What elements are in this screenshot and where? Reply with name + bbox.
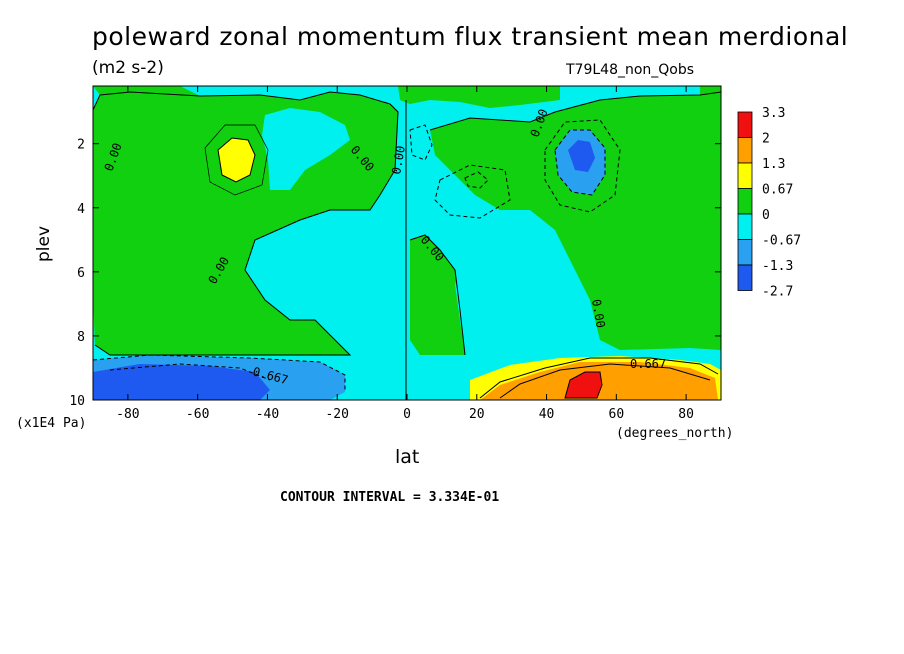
x-tick-label: -20 (325, 407, 348, 422)
contour-lines (92, 91, 722, 400)
svg-text:0.00: 0.00 (389, 145, 408, 176)
colorbar-swatch (737, 137, 753, 164)
x-tick-label: -40 (256, 407, 279, 422)
x-unit-label: (degrees_north) (616, 426, 734, 441)
y-tick-label: 10 (69, 394, 85, 409)
y-unit-label: (x1E4 Pa) (16, 416, 87, 431)
x-tick-label: 40 (539, 407, 555, 422)
colorbar-label: 3.3 (762, 106, 785, 121)
colorbar-swatch (737, 213, 753, 240)
chart-units: (m2 s-2) (92, 58, 164, 78)
colorbar-swatch (737, 162, 753, 189)
chart-title: poleward zonal momentum flux transient m… (92, 22, 849, 51)
y-tick-label: 8 (77, 330, 85, 345)
x-tick-label: 60 (609, 407, 625, 422)
svg-text:0.00: 0.00 (589, 298, 608, 329)
colorbar-swatch (737, 239, 753, 266)
contour-interval: CONTOUR INTERVAL = 3.334E-01 (280, 490, 500, 505)
colorbar-label: 1.3 (762, 157, 785, 172)
y-axis-label: plev (34, 225, 54, 262)
x-tick-label: -80 (116, 407, 139, 422)
svg-text:0.667: 0.667 (630, 357, 666, 371)
x-axis-label: lat (395, 446, 420, 468)
x-tick-label: -60 (186, 407, 209, 422)
colorbar: 3.3 2 1.3 0.67 0 -0.67 -1.3 -2.7 (737, 106, 801, 300)
colorbar-label: -1.3 (762, 259, 793, 274)
x-tick-label: 80 (678, 407, 694, 422)
y-tick-label: 2 (77, 138, 85, 153)
y-tick-label: 4 (77, 202, 85, 217)
x-tick-label: 20 (469, 407, 485, 422)
y-axis: 2 4 6 8 10 (69, 138, 721, 409)
contour-fill (93, 86, 721, 400)
colorbar-label: 2 (762, 132, 770, 147)
colorbar-swatch (737, 188, 753, 215)
x-axis: -80 -60 -40 -20 0 20 40 60 80 (116, 86, 694, 422)
y-tick-label: 6 (77, 266, 85, 281)
experiment-label: T79L48_non_Qobs (566, 62, 695, 78)
colorbar-swatch (737, 111, 753, 138)
colorbar-label: -2.7 (762, 285, 793, 300)
colorbar-swatch (737, 264, 753, 291)
x-tick-label: 0 (403, 407, 411, 422)
colorbar-label: 0 (762, 208, 770, 223)
colorbar-label: 0.67 (762, 183, 793, 198)
colorbar-label: -0.67 (762, 234, 801, 249)
